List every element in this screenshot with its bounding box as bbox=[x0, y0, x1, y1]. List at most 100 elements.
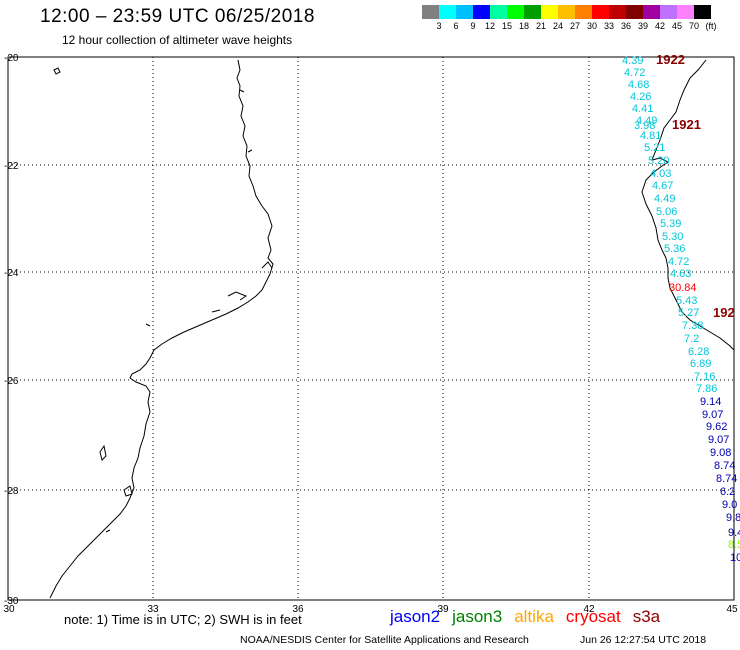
legend-label: 27 bbox=[569, 21, 581, 31]
swh-value: 5.30 bbox=[662, 231, 684, 243]
lon-label: 33 bbox=[147, 604, 159, 615]
coastline-africa bbox=[49, 59, 274, 599]
satellite-cryosat: cryosat bbox=[565, 607, 621, 626]
swh-value: 8.74 bbox=[716, 473, 738, 485]
swh-value: 5.20 bbox=[648, 155, 670, 167]
swh-value: 9.14 bbox=[700, 396, 722, 408]
legend-swatch bbox=[456, 5, 473, 19]
legend-swatch bbox=[677, 5, 694, 19]
legend-swatch bbox=[609, 5, 626, 19]
legend-swatch bbox=[660, 5, 677, 19]
swh-value: 5.27 bbox=[678, 307, 700, 319]
swh-value: 4.49 bbox=[654, 193, 676, 205]
legend-swatch bbox=[694, 5, 711, 19]
swh-value: 7.38 bbox=[682, 320, 704, 332]
lat-label: -30 bbox=[4, 596, 19, 607]
swh-value: 7.16 bbox=[694, 371, 716, 383]
lat-label: -28 bbox=[4, 486, 19, 497]
satellite-s3a: s3a bbox=[632, 607, 661, 626]
swh-value: 5.43 bbox=[676, 295, 698, 307]
lon-label: 42 bbox=[583, 604, 595, 615]
legend-label: 9 bbox=[470, 21, 476, 31]
swh-value: 7.2 bbox=[684, 333, 700, 345]
swh-value: 4.41 bbox=[632, 103, 654, 115]
coastline-madagascar bbox=[641, 59, 735, 351]
satellite-altika: altika bbox=[514, 607, 554, 626]
map-frame bbox=[7, 56, 735, 601]
swh-value: 7.86 bbox=[696, 383, 718, 395]
legend-label: 33 bbox=[603, 21, 615, 31]
legend-label: 18 bbox=[518, 21, 530, 31]
swh-value: 9.62 bbox=[706, 421, 728, 433]
satellite-jason3: jason3 bbox=[452, 607, 503, 626]
legend-swatch bbox=[592, 5, 609, 19]
swh-value: 5.21 bbox=[644, 142, 666, 154]
swh-value: 9.08 bbox=[710, 447, 732, 459]
lon-label: 45 bbox=[726, 604, 738, 615]
swh-value: 9.4 bbox=[728, 527, 740, 539]
swh-value: 3.98 bbox=[634, 120, 656, 132]
credit-text: NOAA/NESDIS Center for Satellite Applica… bbox=[240, 634, 529, 646]
swh-value: 4.39 bbox=[622, 55, 644, 67]
legend-swatch bbox=[575, 5, 592, 19]
swh-value: 5.39 bbox=[660, 218, 682, 230]
page-subtitle: 12 hour collection of altimeter wave hei… bbox=[62, 33, 293, 47]
legend-label: 39 bbox=[637, 21, 649, 31]
track-label-1922: 1922 bbox=[656, 52, 685, 67]
graticule bbox=[8, 57, 734, 600]
satellite-legend: jason2 jason3 altika cryosat s3a bbox=[390, 607, 672, 627]
page-title: 12:00 – 23:59 UTC 06/25/2018 bbox=[40, 6, 315, 27]
swh-value: 4.81 bbox=[640, 130, 662, 142]
swh-value: 4.72 bbox=[668, 256, 690, 268]
track-label-192x: 192 bbox=[713, 305, 735, 320]
track-label-1921: 1921 bbox=[672, 117, 701, 132]
swh-value: 4.63 bbox=[670, 268, 692, 280]
legend-label: 36 bbox=[620, 21, 632, 31]
lon-label: 30 bbox=[3, 604, 15, 615]
generated-timestamp: Jun 26 12:27:54 UTC 2018 bbox=[580, 634, 707, 646]
swh-value: 9.8 bbox=[726, 512, 740, 524]
legend-label: 12 bbox=[484, 21, 496, 31]
legend-swatch bbox=[507, 5, 524, 19]
satellite-jason2: jason2 bbox=[390, 607, 441, 626]
legend-label: 6 bbox=[453, 21, 459, 31]
legend-label: (ft) bbox=[705, 21, 717, 31]
swh-value: 5.06 bbox=[656, 206, 678, 218]
lat-label: -26 bbox=[4, 376, 19, 387]
swh-value: 10 bbox=[730, 552, 740, 564]
swh-value: 4.72 bbox=[624, 67, 646, 79]
legend-swatch bbox=[541, 5, 558, 19]
legend-label: 15 bbox=[501, 21, 513, 31]
swh-value: 8.5 bbox=[728, 539, 740, 551]
swh-value: 6.89 bbox=[690, 358, 712, 370]
legend-label: 45 bbox=[671, 21, 683, 31]
swh-value: 9.07 bbox=[708, 434, 730, 446]
swh-value: 4.26 bbox=[630, 91, 652, 103]
color-legend bbox=[422, 5, 711, 19]
swh-value: 30.84 bbox=[669, 282, 697, 294]
swh-value: 9.07 bbox=[702, 409, 724, 421]
legend-label: 21 bbox=[535, 21, 547, 31]
lon-label: 36 bbox=[292, 604, 304, 615]
legend-swatch bbox=[558, 5, 575, 19]
legend-swatch bbox=[490, 5, 507, 19]
footer-note: note: 1) Time is in UTC; 2) SWH is in fe… bbox=[64, 612, 302, 627]
legend-swatch bbox=[626, 5, 643, 19]
legend-label: 30 bbox=[586, 21, 598, 31]
swh-value: 8.74 bbox=[714, 460, 736, 472]
swh-value: 6.2 bbox=[720, 486, 736, 498]
legend-label: 70 bbox=[688, 21, 700, 31]
swh-value: 9.0 bbox=[722, 499, 738, 511]
swh-value: 4.49 bbox=[636, 115, 658, 127]
swh-value: 6.28 bbox=[688, 346, 710, 358]
lat-label: -20 bbox=[4, 53, 19, 64]
legend-swatch bbox=[643, 5, 660, 19]
legend-label: 3 bbox=[436, 21, 442, 31]
legend-swatch bbox=[524, 5, 541, 19]
legend-swatch bbox=[422, 5, 439, 19]
lon-label: 39 bbox=[437, 604, 449, 615]
legend-swatch bbox=[473, 5, 490, 19]
coastline-detail bbox=[99, 89, 273, 533]
legend-swatch bbox=[439, 5, 456, 19]
